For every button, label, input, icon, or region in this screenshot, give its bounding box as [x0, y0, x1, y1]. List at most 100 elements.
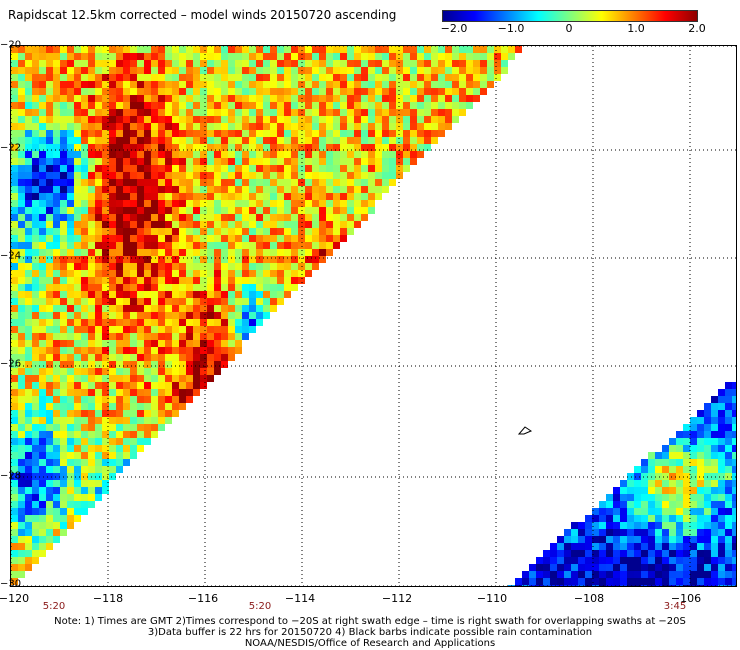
wind-cell: [634, 529, 641, 536]
wind-cell: [312, 151, 319, 158]
wind-cell: [144, 270, 151, 277]
wind-cell: [116, 81, 123, 88]
wind-cell: [732, 382, 736, 389]
wind-cell: [25, 165, 32, 172]
wind-cell: [102, 165, 109, 172]
wind-cell: [312, 207, 319, 214]
wind-cell: [606, 543, 613, 550]
wind-cell: [109, 95, 116, 102]
wind-cell: [109, 368, 116, 375]
wind-cell: [25, 508, 32, 515]
wind-cell: [102, 319, 109, 326]
wind-cell: [354, 137, 361, 144]
wind-cell: [354, 60, 361, 67]
wind-cell: [214, 242, 221, 249]
wind-cell: [683, 585, 690, 586]
wind-cell: [375, 95, 382, 102]
wind-cell: [319, 144, 326, 151]
wind-cell: [704, 410, 711, 417]
wind-cell: [144, 249, 151, 256]
wind-cell: [438, 53, 445, 60]
wind-cell: [207, 53, 214, 60]
wind-cell: [123, 67, 130, 74]
wind-cell: [67, 221, 74, 228]
wind-cell: [200, 130, 207, 137]
wind-cell: [158, 361, 165, 368]
wind-cell: [25, 88, 32, 95]
wind-cell: [88, 151, 95, 158]
wind-cell: [88, 53, 95, 60]
wind-cell: [718, 466, 725, 473]
wind-cell: [74, 151, 81, 158]
wind-cell: [662, 452, 669, 459]
wind-cell: [298, 277, 305, 284]
wind-cell: [354, 144, 361, 151]
wind-cell: [291, 88, 298, 95]
wind-cell: [277, 298, 284, 305]
wind-cell: [697, 585, 704, 586]
wind-cell: [137, 312, 144, 319]
wind-cell: [690, 466, 697, 473]
wind-cell: [326, 158, 333, 165]
wind-cell: [53, 459, 60, 466]
wind-cell: [417, 144, 424, 151]
wind-cell: [18, 333, 25, 340]
wind-cell: [123, 221, 130, 228]
wind-cell: [459, 74, 466, 81]
wind-cell: [627, 480, 634, 487]
footnote-line: Note: 1) Times are GMT 2)Times correspon…: [54, 616, 686, 627]
wind-cell: [18, 228, 25, 235]
wind-cell: [403, 53, 410, 60]
wind-cell: [382, 102, 389, 109]
wind-cell: [137, 403, 144, 410]
wind-cell: [347, 165, 354, 172]
wind-cell: [326, 193, 333, 200]
wind-cell: [725, 480, 732, 487]
wind-cell: [228, 354, 235, 361]
wind-cell: [144, 130, 151, 137]
wind-cell: [200, 151, 207, 158]
wind-cell: [634, 522, 641, 529]
wind-cell: [102, 291, 109, 298]
wind-cell: [277, 235, 284, 242]
wind-cell: [354, 130, 361, 137]
wind-cell: [172, 354, 179, 361]
wind-cell: [592, 557, 599, 564]
wind-cell: [46, 291, 53, 298]
wind-cell: [669, 473, 676, 480]
wind-cell: [60, 53, 67, 60]
wind-cell: [592, 515, 599, 522]
wind-cell: [396, 144, 403, 151]
wind-cell: [704, 424, 711, 431]
wind-cell: [361, 46, 368, 53]
wind-cell: [46, 60, 53, 67]
wind-cell: [32, 368, 39, 375]
wind-cell: [480, 67, 487, 74]
wind-cell: [207, 361, 214, 368]
wind-cell: [88, 487, 95, 494]
wind-cell: [620, 578, 627, 585]
wind-cell: [95, 263, 102, 270]
wind-cell: [88, 375, 95, 382]
wind-cell: [312, 130, 319, 137]
wind-cell: [172, 298, 179, 305]
wind-cell: [347, 228, 354, 235]
wind-cell: [18, 291, 25, 298]
wind-cell: [109, 144, 116, 151]
wind-cell: [179, 123, 186, 130]
wind-cell: [718, 494, 725, 501]
wind-cell: [200, 214, 207, 221]
wind-cell: [158, 263, 165, 270]
wind-cell: [620, 501, 627, 508]
wind-cell: [67, 95, 74, 102]
wind-cell: [137, 333, 144, 340]
wind-cell: [431, 88, 438, 95]
wind-cell: [249, 263, 256, 270]
wind-cell: [25, 60, 32, 67]
x-tick-label: −116: [187, 592, 219, 605]
wind-cell: [81, 137, 88, 144]
wind-cell: [74, 389, 81, 396]
wind-cell: [256, 116, 263, 123]
wind-cell: [193, 382, 200, 389]
wind-cell: [718, 550, 725, 557]
